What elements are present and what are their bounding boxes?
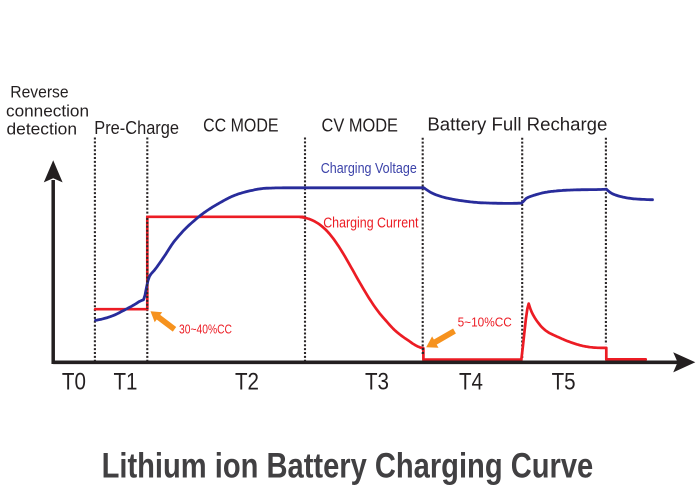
svg-text:CC MODE: CC MODE: [203, 116, 278, 136]
svg-text:Battery Full Recharge: Battery Full Recharge: [427, 114, 607, 134]
svg-text:Reverse: Reverse: [10, 83, 68, 102]
svg-text:Charging Voltage: Charging Voltage: [321, 161, 417, 177]
svg-text:CV MODE: CV MODE: [322, 116, 399, 136]
svg-text:T2: T2: [235, 368, 259, 395]
svg-text:T0: T0: [62, 368, 86, 395]
svg-text:30~40%CC: 30~40%CC: [179, 322, 232, 337]
svg-text:T5: T5: [552, 368, 576, 395]
svg-text:5~10%CC: 5~10%CC: [458, 314, 512, 329]
svg-text:detection: detection: [7, 119, 78, 138]
svg-text:Lithium ion Battery Charging C: Lithium ion Battery Charging Curve: [102, 447, 594, 486]
svg-text:T3: T3: [365, 368, 389, 395]
svg-text:Charging Current: Charging Current: [323, 215, 418, 231]
svg-text:T1: T1: [114, 368, 138, 395]
svg-text:T4: T4: [459, 368, 483, 395]
svg-text:connection: connection: [6, 102, 89, 121]
svg-text:Pre-Charge: Pre-Charge: [94, 118, 179, 138]
